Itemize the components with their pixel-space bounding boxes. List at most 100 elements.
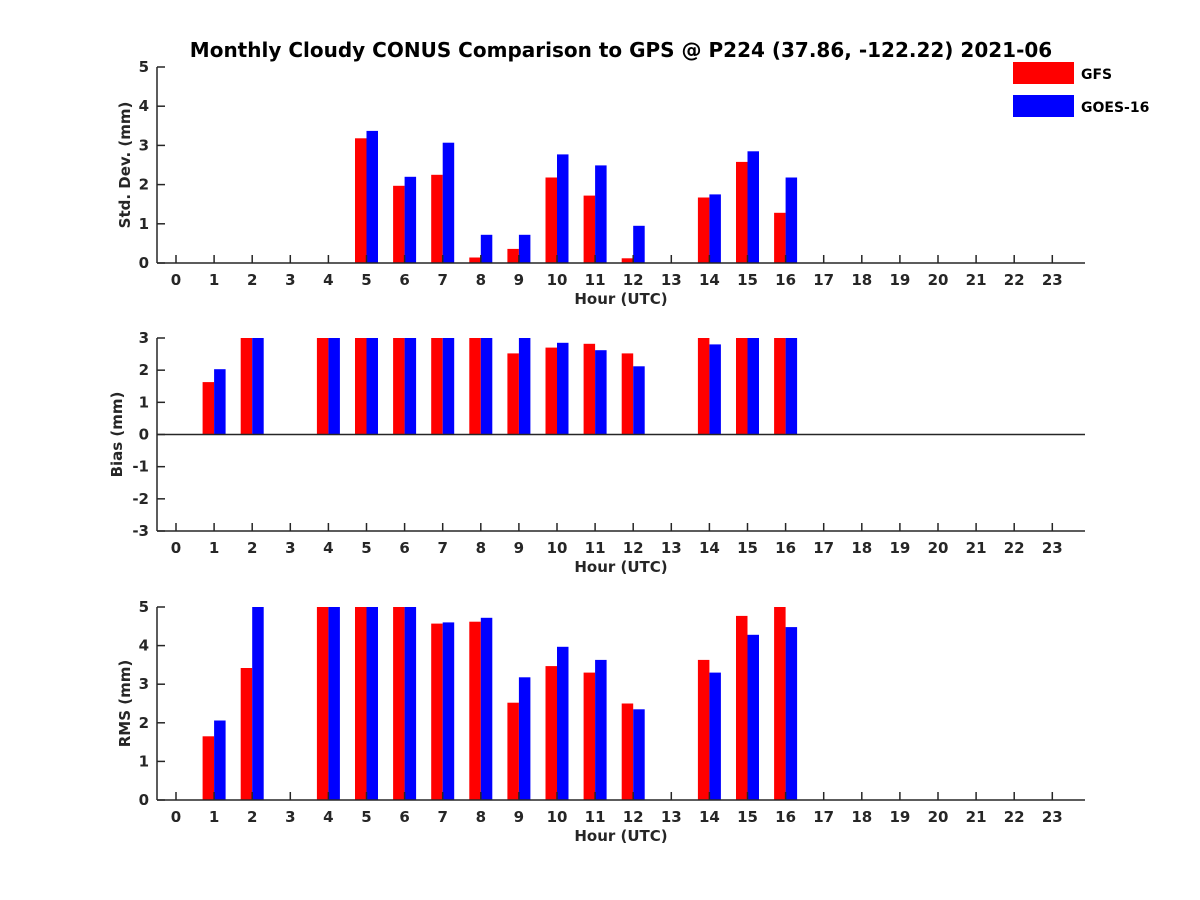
bias-bar-gfs-hour-4 [316, 338, 329, 435]
std-bar-goes16-hour-11 [595, 165, 607, 263]
std-bar-gfs-hour-10 [545, 177, 557, 263]
chart-title: Monthly Cloudy CONUS Comparison to GPS @… [190, 38, 1052, 62]
rms-xtick-label: 8 [476, 808, 486, 826]
std-xtick-label: 16 [775, 271, 796, 289]
rms-bar-goes16-hour-14 [709, 672, 721, 800]
bias-xtick-label: 23 [1042, 539, 1063, 557]
rms-bar-gfs-hour-6 [393, 607, 405, 800]
std-xtick-label: 20 [928, 271, 949, 289]
rms-xtick-label: 3 [285, 808, 295, 826]
std-bar-gfs-hour-6 [393, 185, 405, 263]
rms-xtick-label: 21 [966, 808, 987, 826]
rms-xtick-label: 18 [851, 808, 872, 826]
std-bar-goes16-hour-7 [442, 142, 455, 263]
rms-ytick-label: 4 [139, 637, 149, 655]
rms-bar-gfs-hour-15 [736, 615, 748, 800]
std-bar-goes16-hour-15 [747, 151, 759, 263]
bias-bar-gfs-hour-5 [355, 338, 367, 435]
std-bar-gfs-hour-7 [431, 174, 443, 263]
std-xtick-label: 10 [547, 271, 568, 289]
bias-xtick-label: 8 [476, 539, 486, 557]
bias-bar-gfs-hour-7 [431, 338, 443, 435]
bias-ytick-label: 0 [139, 426, 149, 444]
bias-xtick-label: 3 [285, 539, 295, 557]
bias-bar-goes16-hour-4 [328, 338, 340, 435]
bias-xtick-label: 15 [737, 539, 758, 557]
rms-ytick-label: 5 [139, 598, 149, 616]
std-xtick-label: 5 [361, 271, 371, 289]
legend-swatch-goes16 [1013, 95, 1074, 117]
rms-xtick-label: 16 [775, 808, 796, 826]
std-xtick-label: 15 [737, 271, 758, 289]
bias-xtick-label: 14 [699, 539, 720, 557]
rms-xtick-label: 9 [514, 808, 524, 826]
bias-xtick-label: 18 [851, 539, 872, 557]
rms-xtick-label: 17 [813, 808, 834, 826]
std-xtick-label: 21 [966, 271, 987, 289]
bias-ytick-label: -2 [132, 490, 149, 508]
rms-bar-gfs-hour-4 [316, 607, 329, 800]
rms-bar-goes16-hour-2 [252, 607, 264, 800]
bias-bar-gfs-hour-11 [583, 343, 596, 435]
std-bar-goes16-hour-14 [709, 194, 721, 263]
std-ytick-label: 3 [139, 136, 149, 154]
rms-xtick-label: 15 [737, 808, 758, 826]
std-xtick-label: 3 [285, 271, 295, 289]
std-xtick-label: 13 [661, 271, 682, 289]
bias-ytick-label: -1 [132, 458, 149, 476]
bias-bar-gfs-hour-9 [507, 353, 519, 435]
bias-bar-gfs-hour-15 [736, 338, 748, 435]
bias-xtick-label: 0 [171, 539, 181, 557]
std-bar-gfs-hour-8 [469, 257, 481, 263]
rms-xtick-label: 23 [1042, 808, 1063, 826]
bias-bar-goes16-hour-12 [633, 366, 645, 435]
bias-xtick-label: 2 [247, 539, 257, 557]
rms-ytick-label: 3 [139, 675, 149, 693]
std-bar-goes16-hour-6 [404, 176, 417, 263]
std-bar-goes16-hour-5 [366, 130, 378, 263]
std-bar-goes16-hour-16 [785, 177, 798, 263]
legend-label-goes16: GOES-16 [1081, 100, 1149, 116]
std-xtick-label: 19 [889, 271, 910, 289]
rms-bar-goes16-hour-1 [214, 720, 226, 800]
bias-xtick-label: 22 [1004, 539, 1025, 557]
std-xtick-label: 6 [399, 271, 409, 289]
bias-bar-gfs-hour-8 [469, 338, 481, 435]
bias-bar-goes16-hour-16 [785, 338, 798, 435]
rms-bar-goes16-hour-8 [480, 617, 493, 800]
bias-bar-gfs-hour-14 [697, 338, 710, 435]
bias-bar-goes16-hour-7 [442, 338, 455, 435]
std-xtick-label: 0 [171, 271, 181, 289]
rms-bar-goes16-hour-6 [404, 607, 417, 800]
std-ytick-label: 0 [139, 254, 149, 272]
std-bar-goes16-hour-10 [557, 154, 569, 263]
std-xtick-label: 8 [476, 271, 486, 289]
std-ytick-label: 4 [139, 97, 149, 115]
std-bar-gfs-hour-14 [697, 197, 710, 263]
rms-bar-goes16-hour-12 [633, 709, 645, 800]
bias-bar-gfs-hour-12 [621, 353, 634, 435]
std-bar-gfs-hour-12 [621, 258, 634, 263]
bias-bar-gfs-hour-6 [393, 338, 405, 435]
legend-swatch-gfs [1013, 62, 1074, 84]
rms-bar-gfs-hour-8 [469, 621, 481, 800]
bias-xtick-label: 17 [813, 539, 834, 557]
bias-bar-gfs-hour-10 [545, 347, 557, 435]
std-xtick-label: 11 [585, 271, 606, 289]
bias-bar-goes16-hour-9 [518, 338, 531, 435]
std-bar-goes16-hour-8 [480, 234, 493, 263]
std-bar-gfs-hour-11 [583, 195, 596, 263]
rms-xtick-label: 12 [623, 808, 644, 826]
bias-xtick-label: 1 [209, 539, 219, 557]
std-xtick-label: 2 [247, 271, 257, 289]
rms-bar-goes16-hour-11 [595, 659, 607, 800]
rms-xtick-label: 13 [661, 808, 682, 826]
bias-bar-goes16-hour-8 [480, 338, 493, 435]
bias-bar-gfs-hour-1 [202, 382, 215, 435]
rms-xtick-label: 0 [171, 808, 181, 826]
rms-xtick-label: 19 [889, 808, 910, 826]
rms-xtick-label: 6 [399, 808, 409, 826]
